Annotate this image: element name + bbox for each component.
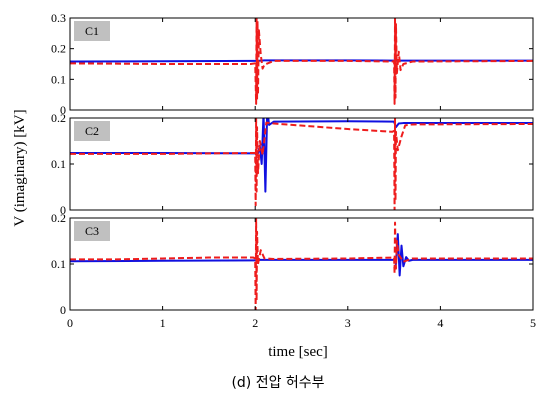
- panel-c3: 0 0.1 0.2 C3: [51, 211, 534, 317]
- panel-label-text: C2: [85, 124, 99, 138]
- x-tick-label: 4: [437, 316, 443, 330]
- panel-label-text: C3: [85, 224, 99, 238]
- panel-label-bg: [74, 121, 110, 141]
- y-tick-label: 0.3: [51, 11, 66, 25]
- series-line-dashed: [70, 218, 533, 310]
- panel-label-bg: [74, 221, 110, 241]
- y-axis-label: V (imaginary) [kV]: [12, 109, 28, 226]
- y-tick-label: 0.1: [51, 72, 66, 86]
- axes-frame: [69, 17, 534, 111]
- series-line-dashed: [70, 118, 533, 210]
- y-tick-label: 0: [60, 203, 66, 217]
- series-line-dashed: [70, 18, 533, 105]
- panel-label: C3: [74, 221, 110, 241]
- x-tick-labels: 0 1 2 3 4 5: [67, 316, 536, 330]
- x-tick-label: 5: [530, 316, 536, 330]
- plot-area: [70, 118, 533, 210]
- x-tick-label: 0: [67, 316, 73, 330]
- panel-c2: 0 0.1 0.2 C2: [51, 111, 534, 217]
- panel-label: C1: [74, 21, 110, 41]
- x-tick-label: 1: [160, 316, 166, 330]
- y-tick-label: 0: [60, 303, 66, 317]
- panel-label-text: C1: [85, 24, 99, 38]
- y-tick-label: 0.1: [51, 257, 66, 271]
- plot-area: [70, 218, 533, 310]
- figure-caption: (d) 전압 허수부: [231, 375, 324, 391]
- y-tick-label: 0: [60, 103, 66, 117]
- panel-label: C2: [74, 121, 110, 141]
- y-tick-label: 0.2: [51, 42, 66, 56]
- y-tick-label: 0.1: [51, 157, 66, 171]
- y-tick-label: 0.2: [51, 111, 66, 125]
- y-tick-label: 0.2: [51, 211, 66, 225]
- panels: 0 0.1 0.2 0.3 C1 0 0.1 0.2 C2 0 0.1 0.2 C3: [51, 11, 534, 317]
- x-axis-label: time [sec]: [268, 344, 328, 360]
- x-tick-label: 3: [345, 316, 351, 330]
- x-tick-label: 2: [252, 316, 258, 330]
- plot-area: [70, 18, 533, 110]
- panel-label-bg: [74, 21, 110, 41]
- panel-c1: 0 0.1 0.2 0.3 C1: [51, 11, 534, 117]
